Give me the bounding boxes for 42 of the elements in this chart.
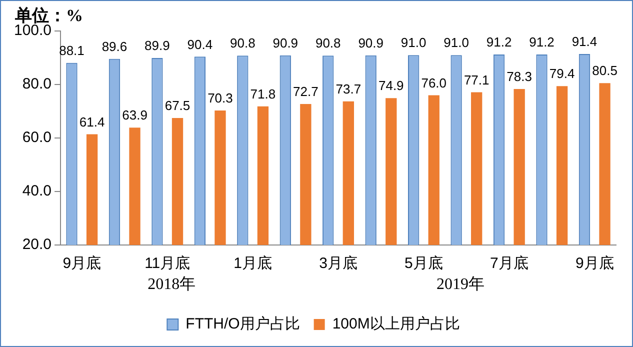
text: 2018年 [148,276,196,294]
x-tick-label: 3月底 [319,255,358,272]
data-label: 79.4 [549,66,575,82]
data-label: 91.0 [400,35,426,50]
x-tick-label: 9月底 [62,255,102,272]
data-label: 91.2 [486,34,512,50]
y-tick-label: 20.0 [22,236,52,254]
data-label: 90.8 [315,36,341,51]
data-label: 74.9 [378,78,404,94]
data-label: 71.8 [250,86,276,102]
data-label: 90.9 [358,35,384,50]
y-tick-label: 40.0 [22,182,52,200]
data-label: 88.1 [59,42,84,58]
data-label: 89.9 [144,38,170,54]
legend-label: 100M以上用户占比 [332,316,460,333]
data-label: 80.5 [592,63,618,78]
data-label: 67.5 [164,98,190,114]
data-label: 70.3 [208,90,233,106]
data-label: 78.3 [506,69,532,84]
data-label: 90.9 [272,35,298,50]
chart-title: 单位：% [15,5,83,25]
data-label: 91.0 [444,35,469,50]
data-label: 61.4 [79,114,105,130]
x-tick-label: 9月底 [575,255,614,272]
text: 2019年 [436,276,484,294]
y-tick-label: 60.0 [22,129,52,146]
data-label: 91.2 [529,34,554,50]
data-label: 72.7 [293,84,318,100]
x-tick-label: 11月底 [144,255,190,272]
data-label: 73.7 [336,81,362,96]
x-tick-label: 1月底 [234,255,272,272]
y-tick-label: 80.0 [22,76,52,93]
data-label: 89.6 [102,38,128,54]
data-label: 76.0 [421,75,447,90]
data-label: 63.9 [122,108,148,123]
legend-label: FTTH/O用户占比 [186,316,300,333]
data-label: 77.1 [464,72,490,88]
data-label: 91.4 [572,34,598,50]
data-label: 90.4 [187,36,213,52]
x-tick-label: 7月底 [490,255,528,272]
x-tick-label: 5月底 [404,255,443,272]
data-label: 90.8 [230,36,256,51]
